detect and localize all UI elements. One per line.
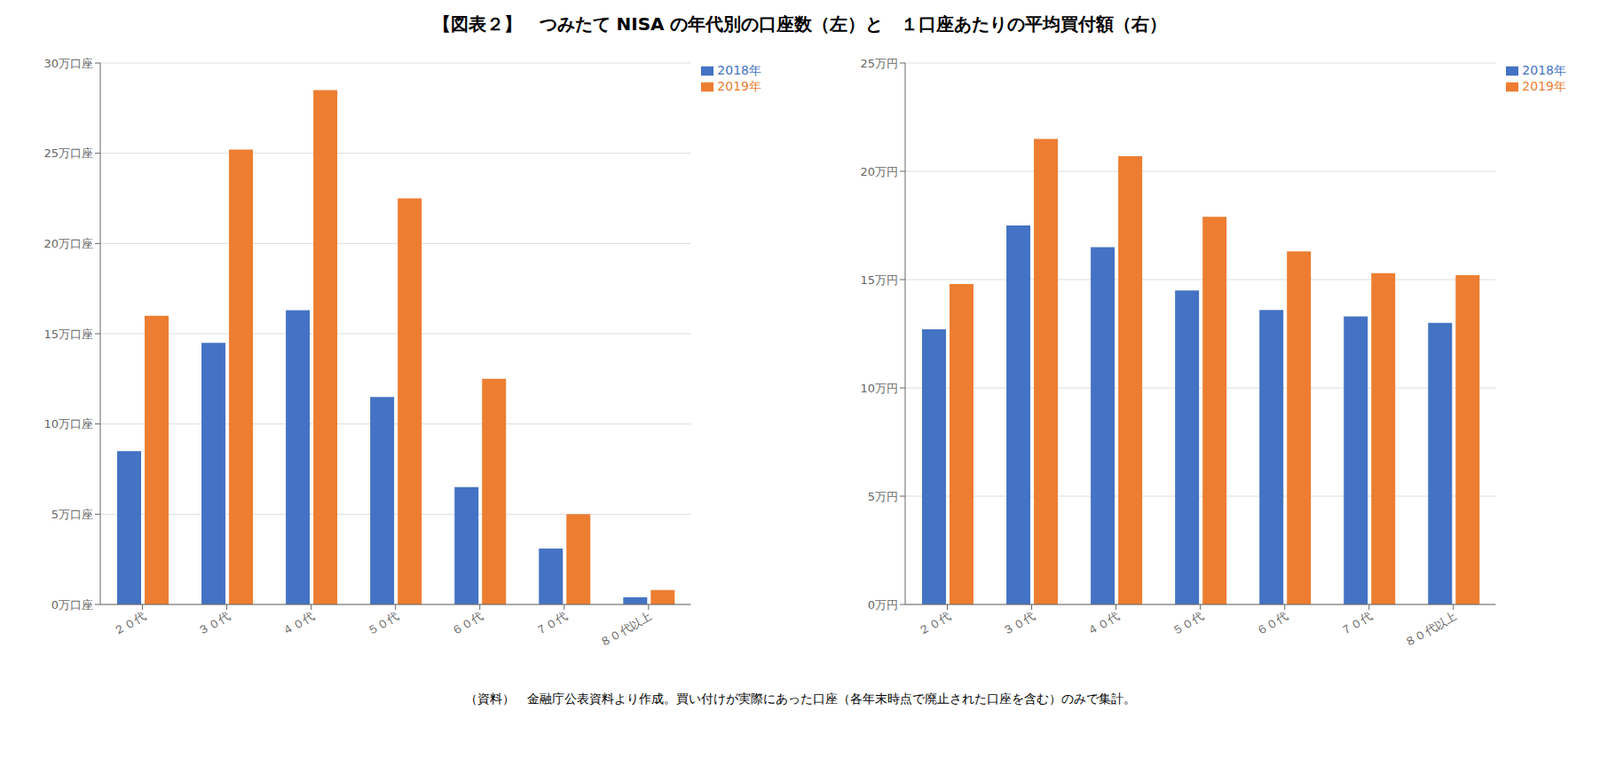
- svg-text:７０代: ７０代: [533, 609, 570, 639]
- html-text:2019年: 2019年: [1522, 78, 1567, 94]
- svg-text:６０代: ６０代: [1253, 609, 1291, 639]
- html-text:2018年: 2018年: [717, 63, 762, 78]
- svg-text:５０代: ５０代: [1169, 609, 1206, 639]
- html-text:2019年: 2019年: [717, 78, 762, 94]
- html-text:2018年: 2018年: [1522, 63, 1567, 78]
- svg-text:７０代: ７０代: [1338, 609, 1375, 639]
- svg-text:20万口座: 20万口座: [43, 236, 94, 251]
- svg-text:15万口座: 15万口座: [43, 327, 94, 341]
- svg-text:３０代: ３０代: [195, 609, 232, 639]
- svg-text:5万口座: 5万口座: [51, 507, 94, 521]
- svg-text:0万円: 0万円: [867, 598, 899, 612]
- svg-text:８０代以上: ８０代以上: [597, 609, 655, 650]
- svg-text:25万円: 25万円: [859, 56, 899, 71]
- svg-text:25万口座: 25万口座: [43, 146, 94, 160]
- svg-text:0万口座: 0万口座: [51, 598, 94, 612]
- html-text:【図表２】 つみたて NISA の年代別の口座数（左）と １: 【図表２】 つみたて NISA の年代別の口座数（左）と １口座あたりの平均買付…: [432, 13, 1168, 35]
- svg-text:15万円: 15万円: [859, 273, 899, 287]
- svg-text:30万口座: 30万口座: [43, 56, 94, 71]
- svg-text:２０代: ２０代: [110, 609, 148, 639]
- svg-text:20万円: 20万円: [859, 165, 899, 179]
- svg-text:10万口座: 10万口座: [43, 417, 94, 431]
- svg-text:２０代: ２０代: [915, 609, 953, 639]
- svg-text:３０代: ３０代: [1000, 609, 1037, 639]
- html-text:（資料） 金融庁公表資料より作成。買い付けが実際にあった口座: （資料） 金融庁公表資料より作成。買い付けが実際にあった口座（各年末時点で廃止さ…: [464, 691, 1136, 706]
- svg-text:５０代: ５０代: [364, 609, 402, 639]
- svg-text:８０代以上: ８０代以上: [1402, 609, 1459, 650]
- svg-text:４０代: ４０代: [279, 609, 316, 639]
- svg-text:5万円: 5万円: [867, 489, 899, 504]
- svg-text:６０代: ６０代: [449, 609, 486, 639]
- svg-text:10万円: 10万円: [859, 381, 899, 395]
- svg-text:４０代: ４０代: [1084, 609, 1121, 639]
